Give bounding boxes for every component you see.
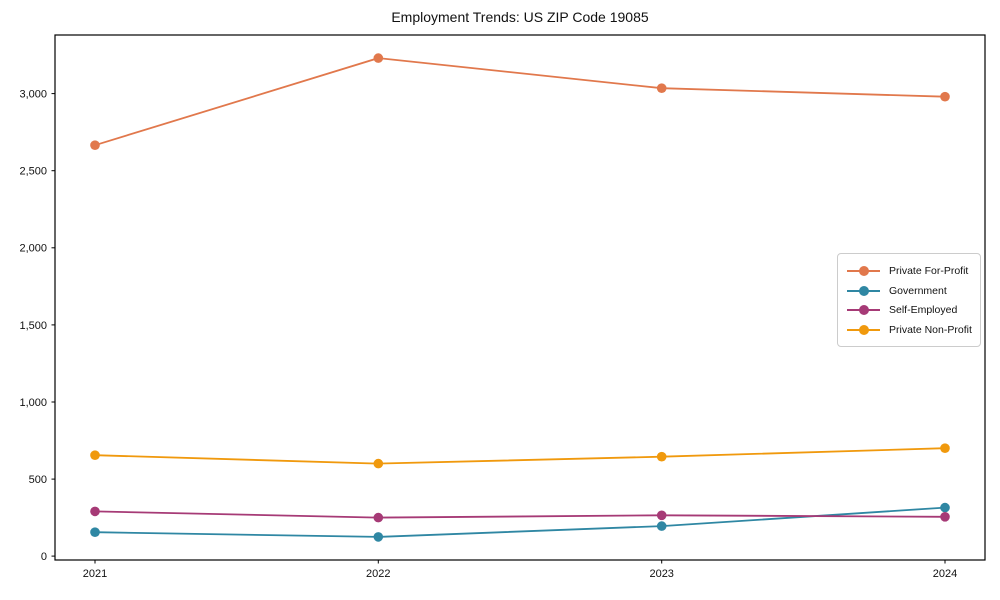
legend-line-marker-icon — [847, 265, 880, 276]
data-point-private-non-profit — [656, 451, 667, 462]
chart-title: Employment Trends: US ZIP Code 19085 — [391, 9, 649, 25]
data-point-private-for-profit — [90, 140, 100, 150]
legend-item-private-for-profit: Private For-Profit — [847, 261, 972, 281]
data-point-private-for-profit — [940, 91, 950, 102]
x-axis-labels: 2021 2022 2023 2024 — [83, 568, 957, 580]
data-point-government — [656, 521, 667, 531]
data-point-self-employed — [90, 506, 100, 517]
x-tick-marks — [94, 560, 946, 564]
legend-label: Government — [889, 284, 947, 297]
y-tick-label: 500 — [29, 474, 47, 486]
y-tick-label: 2,000 — [19, 243, 47, 255]
series-line-private-non-profit — [94, 447, 946, 465]
data-point-self-employed — [373, 512, 384, 523]
data-point-government — [90, 527, 100, 537]
y-tick-label: 1,000 — [19, 397, 47, 409]
legend: Private For-Profit Government Self-Emplo… — [837, 253, 981, 347]
data-point-self-employed — [940, 512, 950, 522]
data-point-government — [373, 532, 384, 542]
data-point-private-for-profit — [373, 53, 384, 63]
data-point-private-non-profit — [940, 443, 950, 454]
series-line-government — [94, 506, 946, 538]
y-tick-label: 2,500 — [19, 166, 47, 178]
data-point-private-non-profit — [373, 458, 384, 469]
legend-label: Private Non-Profit — [889, 324, 972, 337]
legend-line-marker-icon — [847, 325, 880, 336]
plot-border — [54, 34, 986, 561]
legend-line-marker-icon — [847, 305, 880, 316]
series-layer — [90, 53, 950, 542]
data-point-self-employed — [656, 510, 667, 521]
legend-item-self-employed: Self-Employed — [847, 301, 972, 321]
y-axis-labels: 0 500 1,000 1,500 2,000 2,500 3,000 — [19, 89, 47, 564]
data-point-private-non-profit — [90, 450, 100, 461]
series-line-private-for-profit — [94, 57, 946, 147]
legend-label: Self-Employed — [889, 304, 958, 317]
y-tick-label: 1,500 — [19, 320, 47, 332]
x-tick-label: 2021 — [83, 568, 107, 580]
legend-item-private-non-profit: Private Non-Profit — [847, 320, 972, 340]
data-point-private-for-profit — [656, 83, 667, 93]
y-tick-label: 0 — [41, 551, 47, 563]
x-tick-label: 2023 — [649, 568, 673, 580]
y-tick-marks — [51, 93, 55, 557]
y-tick-label: 3,000 — [19, 89, 47, 101]
legend-item-government: Government — [847, 281, 972, 301]
legend-line-marker-icon — [847, 285, 880, 296]
x-tick-label: 2022 — [366, 568, 390, 580]
legend-label: Private For-Profit — [889, 264, 969, 277]
x-tick-label: 2024 — [933, 568, 957, 580]
data-point-government — [940, 502, 950, 513]
series-line-self-employed — [94, 510, 946, 519]
